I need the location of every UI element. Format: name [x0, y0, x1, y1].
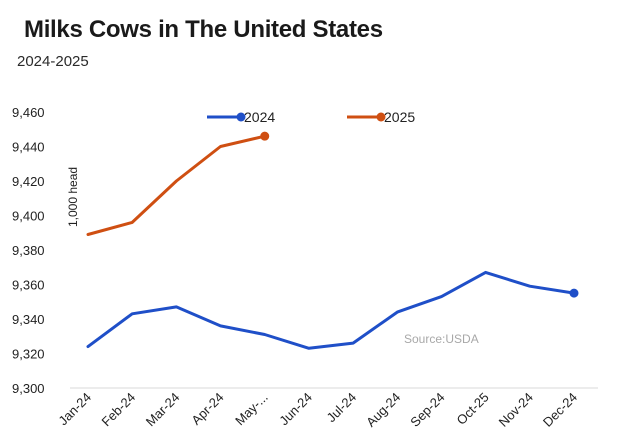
series-line-2025 [86, 134, 267, 236]
y-tick-label: 9,400 [12, 209, 45, 224]
y-tick-label: 9,420 [12, 174, 45, 189]
x-tick-label: Jun-24 [276, 390, 315, 429]
x-tick-label: Nov-24 [496, 390, 536, 430]
y-tick-label: 9,380 [12, 243, 45, 258]
x-tick-label: Sep-24 [407, 390, 447, 430]
series-end-marker-2025 [260, 131, 270, 141]
legend-marker-2024 [236, 112, 246, 122]
legend-marker-2025 [376, 112, 386, 122]
chart-title: Milks Cows in The United States [24, 16, 383, 43]
y-tick-label: 9,300 [12, 381, 45, 396]
y-tick-label: 9,460 [12, 105, 45, 120]
series-line-2024 [86, 270, 576, 350]
chart-subtitle: 2024-2025 [17, 53, 89, 70]
x-axis: Jan-24 Feb-24 Mar-24 Apr-24 May-... Jun-24 Jul… [55, 390, 580, 430]
series-lines [86, 131, 579, 350]
legend-label-2024: 2024 [244, 109, 275, 125]
legend: 2024 2025 [207, 109, 415, 125]
x-tick-label: Feb-24 [99, 390, 139, 430]
y-tick-label: 9,360 [12, 278, 45, 293]
y-tick-label: 9,340 [12, 312, 45, 327]
x-tick-label: Oct-25 [454, 390, 492, 428]
x-tick-label: Mar-24 [143, 390, 183, 430]
x-tick-label: Jul-24 [324, 390, 360, 426]
y-tick-label: 9,440 [12, 140, 45, 155]
legend-label-2025: 2025 [384, 109, 415, 125]
x-tick-label: May-... [232, 390, 271, 429]
x-tick-label: Dec-24 [540, 390, 580, 430]
y-axis: 9,300 9,320 9,340 9,360 9,380 9,400 9,420 9,440… [12, 105, 45, 396]
y-axis-title: 1,000 head [66, 167, 80, 227]
x-tick-label: Aug-24 [363, 390, 403, 430]
series-end-marker-2024 [569, 288, 579, 298]
source-label: Source:USDA [404, 332, 479, 346]
x-tick-label: Apr-24 [188, 390, 226, 428]
x-tick-label: Jan-24 [55, 390, 94, 429]
y-tick-label: 9,320 [12, 347, 45, 362]
